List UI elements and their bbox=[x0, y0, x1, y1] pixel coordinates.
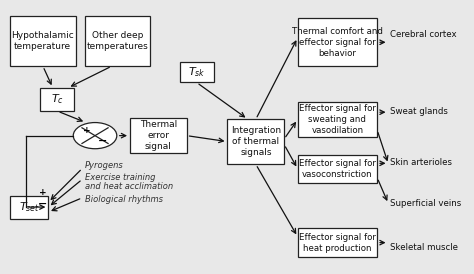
Text: +: + bbox=[39, 189, 46, 197]
Text: Other deep
temperatures: Other deep temperatures bbox=[87, 31, 148, 51]
Text: −: − bbox=[38, 199, 47, 209]
Text: Skin arterioles: Skin arterioles bbox=[390, 158, 452, 167]
FancyBboxPatch shape bbox=[298, 155, 377, 183]
FancyBboxPatch shape bbox=[10, 16, 75, 66]
Circle shape bbox=[73, 122, 117, 149]
Text: Biological rhythms: Biological rhythms bbox=[84, 195, 163, 204]
Text: $T_c$: $T_c$ bbox=[51, 93, 64, 106]
FancyBboxPatch shape bbox=[40, 88, 74, 111]
Text: Pyrogens: Pyrogens bbox=[84, 161, 123, 170]
Text: Superficial veins: Superficial veins bbox=[390, 199, 461, 208]
FancyBboxPatch shape bbox=[84, 16, 150, 66]
Text: Effector signal for
vasoconstriction: Effector signal for vasoconstriction bbox=[299, 159, 376, 179]
FancyBboxPatch shape bbox=[180, 62, 214, 82]
Text: Integration
of thermal
signals: Integration of thermal signals bbox=[231, 126, 281, 157]
FancyBboxPatch shape bbox=[298, 228, 377, 257]
FancyBboxPatch shape bbox=[228, 119, 284, 164]
Text: $T_{set}$: $T_{set}$ bbox=[18, 200, 39, 214]
Text: Effector signal for
sweating and
vasodilation: Effector signal for sweating and vasodil… bbox=[299, 104, 376, 135]
FancyBboxPatch shape bbox=[10, 196, 48, 219]
Text: −: − bbox=[98, 136, 107, 146]
FancyBboxPatch shape bbox=[130, 118, 187, 153]
FancyBboxPatch shape bbox=[298, 102, 377, 137]
Text: Effector signal for
heat production: Effector signal for heat production bbox=[299, 233, 376, 253]
FancyBboxPatch shape bbox=[298, 18, 377, 66]
Text: Cerebral cortex: Cerebral cortex bbox=[390, 30, 456, 39]
Text: Exercise training: Exercise training bbox=[84, 173, 155, 182]
Text: and heat acclimation: and heat acclimation bbox=[84, 182, 173, 191]
Text: Sweat glands: Sweat glands bbox=[390, 107, 448, 116]
Text: Thermal
error
signal: Thermal error signal bbox=[140, 120, 177, 151]
Text: Hypothalamic
temperature: Hypothalamic temperature bbox=[11, 31, 74, 51]
Text: Skeletal muscle: Skeletal muscle bbox=[390, 243, 458, 252]
Text: Thermal comfort and
effector signal for
behavior: Thermal comfort and effector signal for … bbox=[292, 27, 383, 58]
Text: +: + bbox=[83, 126, 91, 135]
Text: $T_{sk}$: $T_{sk}$ bbox=[188, 65, 206, 79]
